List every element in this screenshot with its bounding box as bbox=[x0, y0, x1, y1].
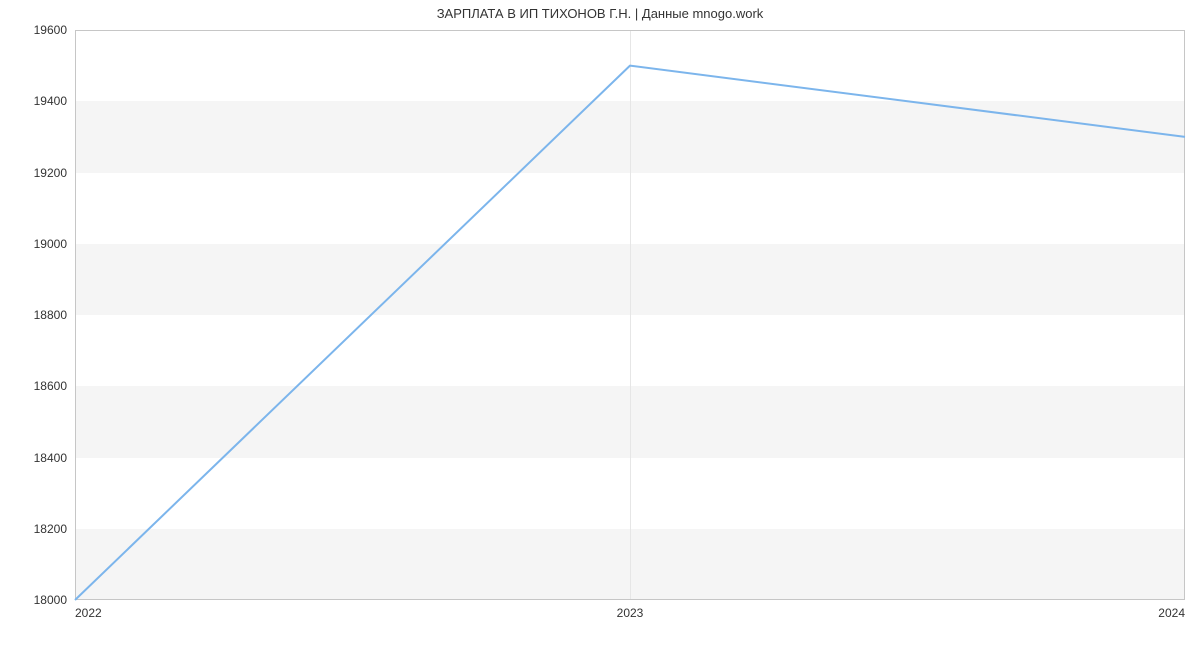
y-tick-label: 18800 bbox=[34, 308, 75, 322]
chart-title: ЗАРПЛАТА В ИП ТИХОНОВ Г.Н. | Данные mnog… bbox=[0, 6, 1200, 21]
y-tick-label: 19200 bbox=[34, 166, 75, 180]
x-tick-label: 2024 bbox=[1158, 600, 1185, 620]
plot-area: 1800018200184001860018800190001920019400… bbox=[75, 30, 1185, 600]
y-tick-label: 19600 bbox=[34, 23, 75, 37]
series-salary bbox=[75, 30, 1185, 600]
y-tick-label: 18600 bbox=[34, 379, 75, 393]
y-tick-label: 19000 bbox=[34, 237, 75, 251]
y-tick-label: 18200 bbox=[34, 522, 75, 536]
x-tick-label: 2022 bbox=[75, 600, 102, 620]
y-tick-label: 18000 bbox=[34, 593, 75, 607]
x-tick-label: 2023 bbox=[617, 600, 644, 620]
salary-line-chart: ЗАРПЛАТА В ИП ТИХОНОВ Г.Н. | Данные mnog… bbox=[0, 0, 1200, 650]
y-tick-label: 18400 bbox=[34, 451, 75, 465]
y-tick-label: 19400 bbox=[34, 94, 75, 108]
